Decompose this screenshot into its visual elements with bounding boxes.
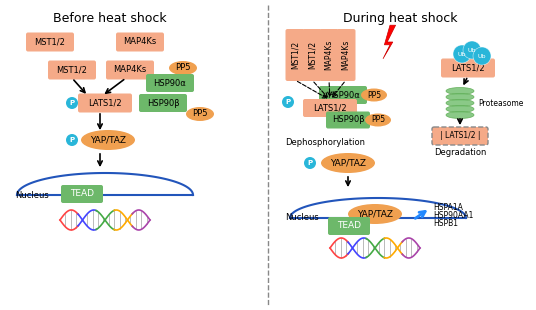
Text: TEAD: TEAD xyxy=(70,189,94,198)
Text: MAP4Ks: MAP4Ks xyxy=(324,40,333,70)
Ellipse shape xyxy=(361,88,387,101)
Text: MST1/2: MST1/2 xyxy=(291,41,300,69)
Text: HSPA1A: HSPA1A xyxy=(433,203,463,212)
FancyBboxPatch shape xyxy=(139,94,187,112)
Circle shape xyxy=(66,97,78,109)
Text: PP5: PP5 xyxy=(367,91,381,100)
Text: Before heat shock: Before heat shock xyxy=(53,12,167,25)
Text: P: P xyxy=(70,100,75,106)
Text: HSPB1: HSPB1 xyxy=(433,219,458,228)
Text: During heat shock: During heat shock xyxy=(343,12,457,25)
FancyBboxPatch shape xyxy=(328,217,370,235)
Text: MST1/2: MST1/2 xyxy=(57,65,87,74)
Text: LATS1/2: LATS1/2 xyxy=(451,64,485,73)
Ellipse shape xyxy=(321,153,375,173)
Circle shape xyxy=(66,134,78,146)
Text: YAP/TAZ: YAP/TAZ xyxy=(357,210,393,219)
FancyBboxPatch shape xyxy=(432,127,488,145)
FancyBboxPatch shape xyxy=(302,29,322,81)
Text: TEAD: TEAD xyxy=(337,222,361,231)
Text: Nucleus: Nucleus xyxy=(15,192,49,201)
FancyBboxPatch shape xyxy=(78,94,132,113)
Text: HSP90α: HSP90α xyxy=(154,78,187,87)
FancyBboxPatch shape xyxy=(303,99,357,117)
FancyBboxPatch shape xyxy=(326,112,370,129)
Text: MAP4Ks: MAP4Ks xyxy=(114,65,147,74)
Ellipse shape xyxy=(365,113,391,126)
FancyBboxPatch shape xyxy=(337,29,355,81)
Text: LATS1/2: LATS1/2 xyxy=(88,99,122,108)
FancyBboxPatch shape xyxy=(146,74,194,92)
Text: P: P xyxy=(70,137,75,143)
Text: Nucleus: Nucleus xyxy=(285,214,319,223)
FancyBboxPatch shape xyxy=(116,33,164,51)
Text: YAP/TAZ: YAP/TAZ xyxy=(90,135,126,144)
FancyBboxPatch shape xyxy=(61,185,103,203)
Ellipse shape xyxy=(446,112,474,118)
Ellipse shape xyxy=(169,61,197,75)
Circle shape xyxy=(463,41,481,59)
Circle shape xyxy=(282,96,294,108)
Text: LATS1/2: LATS1/2 xyxy=(313,104,347,113)
Text: PP5: PP5 xyxy=(192,109,208,118)
Polygon shape xyxy=(383,25,396,59)
Text: HSP90α: HSP90α xyxy=(326,91,359,100)
Text: Degradation: Degradation xyxy=(434,148,486,157)
Text: PP5: PP5 xyxy=(371,116,385,125)
Ellipse shape xyxy=(81,130,135,150)
Text: | LATS1/2 |: | LATS1/2 | xyxy=(440,131,480,140)
Text: P: P xyxy=(308,160,312,166)
Circle shape xyxy=(473,47,491,65)
Text: Ub: Ub xyxy=(468,47,477,52)
Ellipse shape xyxy=(446,87,474,95)
Text: MAP4Ks: MAP4Ks xyxy=(341,40,351,70)
Text: Ub: Ub xyxy=(478,54,486,59)
Ellipse shape xyxy=(446,94,474,100)
FancyBboxPatch shape xyxy=(286,29,304,81)
Ellipse shape xyxy=(186,107,214,121)
Circle shape xyxy=(304,157,316,169)
Text: MST1/2: MST1/2 xyxy=(34,38,65,46)
FancyBboxPatch shape xyxy=(441,59,495,78)
Text: Dephosphorylation: Dephosphorylation xyxy=(285,138,365,147)
Text: PP5: PP5 xyxy=(175,64,191,73)
Text: HSP90β: HSP90β xyxy=(332,116,364,125)
FancyBboxPatch shape xyxy=(48,60,96,79)
Text: P: P xyxy=(286,99,291,105)
FancyBboxPatch shape xyxy=(106,60,154,79)
Text: YAP/TAZ: YAP/TAZ xyxy=(330,158,366,167)
Text: Proteasome: Proteasome xyxy=(478,99,523,108)
FancyBboxPatch shape xyxy=(26,33,74,51)
Ellipse shape xyxy=(446,100,474,107)
Text: HSP90β: HSP90β xyxy=(147,99,180,108)
Ellipse shape xyxy=(348,204,402,224)
FancyBboxPatch shape xyxy=(319,29,339,81)
Text: MST1/2: MST1/2 xyxy=(308,41,316,69)
Text: HSP90AA1: HSP90AA1 xyxy=(433,211,473,220)
Circle shape xyxy=(453,45,471,63)
Text: Ub: Ub xyxy=(458,51,466,56)
Text: MAP4Ks: MAP4Ks xyxy=(123,38,157,46)
FancyBboxPatch shape xyxy=(319,86,367,104)
Ellipse shape xyxy=(446,105,474,113)
